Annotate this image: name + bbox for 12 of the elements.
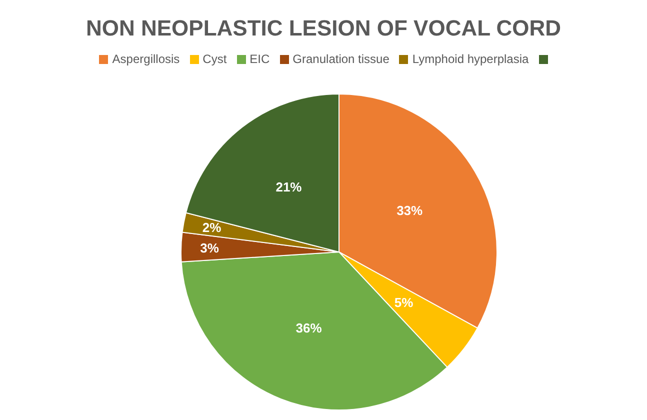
legend-label: Cyst	[202, 52, 227, 66]
chart-title: NON NEOPLASTIC LESION OF VOCAL CORD	[86, 16, 562, 40]
data-label: 36%	[296, 320, 322, 336]
data-label: 21%	[276, 180, 302, 195]
data-label: 5%	[394, 294, 414, 310]
legend-label: Aspergillosis	[112, 52, 180, 66]
legend-label: Granulation tissue	[292, 52, 390, 66]
data-label: 33%	[396, 202, 424, 218]
legend-label: Lymphoid hyperplasia	[412, 52, 529, 66]
data-label: 2%	[202, 220, 222, 236]
legend-label: EIC	[250, 52, 270, 66]
data-label: 3%	[200, 240, 220, 256]
